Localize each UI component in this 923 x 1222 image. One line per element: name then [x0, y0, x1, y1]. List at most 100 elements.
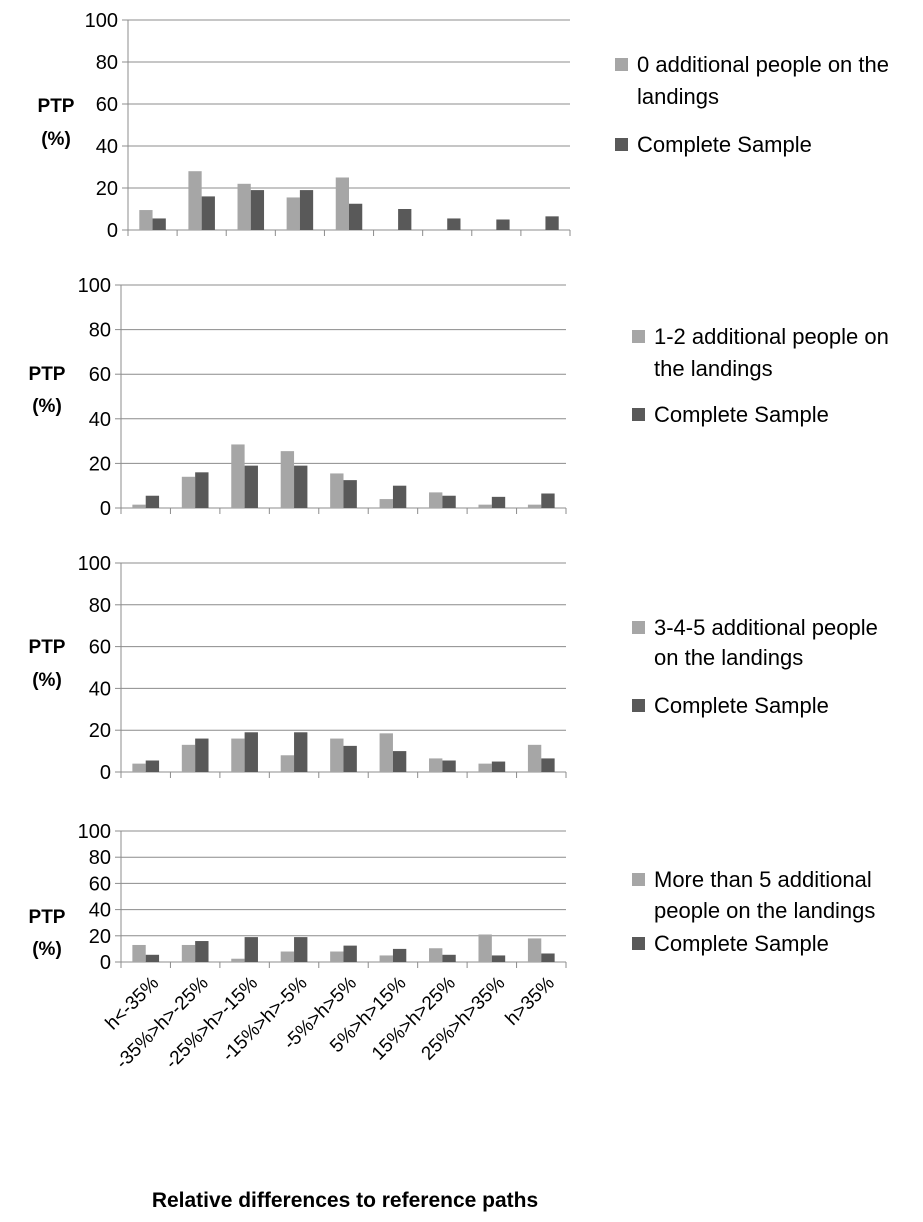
legend-swatch-complete-sample	[632, 408, 645, 421]
bar-subset	[429, 758, 443, 772]
bar-complete-sample	[491, 761, 506, 772]
bar-complete-sample	[294, 465, 308, 508]
y-axis-label: PTP	[29, 907, 66, 928]
y-tick-label: 80	[96, 52, 118, 74]
y-tick-label: 20	[89, 720, 111, 742]
y-axis-label: PTP	[38, 96, 75, 117]
legend-swatch-complete-sample	[632, 937, 645, 950]
bar-complete-sample	[244, 732, 258, 772]
y-axis-label: (%)	[32, 939, 62, 960]
legend-label-subset: on the landings	[654, 645, 803, 670]
y-tick-label: 60	[89, 364, 111, 386]
bar-complete-sample	[294, 937, 308, 962]
bar-complete-sample	[392, 751, 407, 772]
x-tick-label: h>35%	[502, 973, 559, 1030]
bar-subset	[132, 944, 146, 962]
bar-subset	[478, 763, 492, 772]
y-tick-label: 80	[89, 595, 111, 617]
bar-complete-sample	[145, 495, 160, 508]
bar-subset	[231, 958, 245, 962]
bar-subset	[478, 934, 492, 962]
bar-complete-sample	[343, 745, 357, 772]
y-axis-label: (%)	[32, 670, 62, 691]
bar-complete-sample	[152, 218, 166, 230]
y-tick-label: 20	[96, 178, 118, 200]
bar-complete-sample	[442, 495, 456, 508]
bar-subset	[280, 951, 295, 962]
chart-panel-1: 0 20 40 60 80 100 PTP (%) 0 additional people on…	[38, 10, 889, 242]
bar-subset	[231, 738, 245, 772]
y-axis-label: (%)	[32, 396, 62, 417]
legend-swatch-subset	[632, 621, 645, 634]
y-tick-label: 0	[100, 498, 111, 520]
bar-complete-sample	[447, 218, 461, 230]
legend-swatch-complete-sample	[632, 699, 645, 712]
legend-label-subset: the landings	[654, 356, 773, 381]
bar-complete-sample	[398, 209, 412, 230]
bar-complete-sample	[491, 955, 506, 962]
bar-subset	[181, 744, 196, 772]
bar-subset	[286, 197, 300, 230]
y-tick-label: 60	[89, 873, 111, 895]
bar-subset	[181, 944, 196, 962]
legend-label-subset: landings	[637, 84, 719, 109]
legend-swatch-complete-sample	[615, 138, 628, 151]
legend-label-complete-sample: Complete Sample	[654, 693, 829, 718]
bar-subset	[379, 955, 393, 962]
legend-label-complete-sample: Complete Sample	[654, 931, 829, 956]
y-tick-label: 100	[78, 275, 111, 297]
bar-complete-sample	[496, 219, 510, 230]
bar-subset	[527, 504, 542, 508]
bar-complete-sample	[244, 937, 258, 962]
bar-subset	[188, 171, 202, 230]
y-tick-label: 40	[89, 678, 111, 700]
bar-complete-sample	[343, 945, 357, 962]
bar-complete-sample	[299, 190, 314, 230]
bar-subset	[527, 744, 542, 772]
legend-swatch-subset	[632, 873, 645, 886]
bar-subset	[379, 499, 393, 508]
legend-label-subset: 3-4-5 additional people	[654, 615, 878, 640]
bar-subset	[478, 504, 492, 508]
y-tick-label: 0	[100, 952, 111, 974]
bar-subset	[330, 738, 344, 772]
y-tick-label: 40	[89, 900, 111, 922]
legend-label-complete-sample: Complete Sample	[654, 402, 829, 427]
bar-complete-sample	[541, 493, 555, 508]
bar-complete-sample	[195, 738, 209, 772]
bar-subset	[379, 733, 393, 772]
y-tick-label: 60	[96, 94, 118, 116]
bar-subset	[280, 755, 295, 772]
bar-subset	[330, 951, 344, 962]
y-tick-label: 100	[78, 553, 111, 575]
bar-subset	[231, 444, 245, 508]
bar-complete-sample	[442, 760, 456, 772]
bar-complete-sample	[491, 496, 506, 508]
y-tick-label: 0	[107, 220, 118, 242]
bar-subset	[280, 451, 295, 508]
legend-swatch-subset	[615, 58, 628, 71]
chart-panel-2: 0 20 40 60 80 100 PTP (%) 1-2 additional people …	[29, 275, 889, 520]
bar-subset	[527, 938, 542, 962]
legend-label-subset: 1-2 additional people on	[654, 324, 889, 349]
chart-panel-3: 0 20 40 60 80 100 PTP (%) 3-4-5 additional peopl…	[29, 553, 878, 784]
legend-swatch-subset	[632, 330, 645, 343]
bar-complete-sample	[244, 465, 258, 508]
legend-label-subset: More than 5 additional	[654, 867, 872, 892]
bar-subset	[429, 492, 443, 508]
bar-complete-sample	[545, 216, 559, 230]
y-axis-label: PTP	[29, 364, 66, 385]
bar-complete-sample	[195, 472, 209, 508]
bar-complete-sample	[349, 203, 363, 230]
y-tick-label: 60	[89, 637, 111, 659]
y-axis-label: PTP	[29, 637, 66, 658]
y-tick-label: 20	[89, 453, 111, 475]
bar-complete-sample	[145, 760, 160, 772]
bar-complete-sample	[541, 953, 555, 962]
y-tick-label: 20	[89, 926, 111, 948]
bar-subset	[429, 948, 443, 962]
y-tick-label: 80	[89, 847, 111, 869]
bar-subset	[132, 504, 146, 508]
bar-complete-sample	[541, 758, 555, 772]
bar-complete-sample	[195, 941, 209, 962]
